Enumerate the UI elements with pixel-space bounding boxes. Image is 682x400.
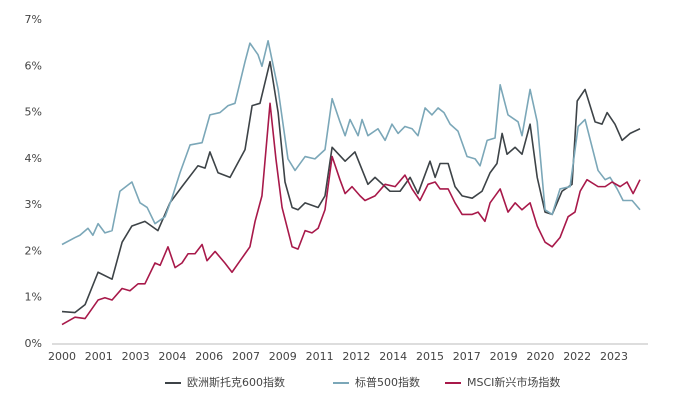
y-tick-label: 0% bbox=[25, 337, 42, 350]
y-tick-label: 1% bbox=[25, 291, 42, 304]
x-tick-label: 2012 bbox=[342, 350, 370, 363]
x-tick-label: 2011 bbox=[306, 350, 334, 363]
x-tick-label: 2007 bbox=[232, 350, 260, 363]
legend-label: MSCI新兴市场指数 bbox=[467, 375, 560, 389]
series-line bbox=[61, 60, 641, 314]
x-tick-label: 2001 bbox=[85, 350, 113, 363]
x-tick-label: 2023 bbox=[600, 350, 628, 363]
series-line bbox=[61, 40, 641, 246]
x-tick-label: 2014 bbox=[379, 350, 407, 363]
series-line bbox=[61, 102, 641, 326]
x-tick-label: 2003 bbox=[122, 350, 150, 363]
x-tick-label: 2017 bbox=[453, 350, 481, 363]
y-tick-label: 4% bbox=[25, 152, 42, 165]
y-tick-label: 6% bbox=[25, 59, 42, 72]
x-tick-label: 2019 bbox=[490, 350, 518, 363]
x-tick-label: 2009 bbox=[269, 350, 297, 363]
y-tick-label: 3% bbox=[25, 198, 42, 211]
x-tick-label: 2000 bbox=[48, 350, 76, 363]
x-tick-label: 2022 bbox=[563, 350, 591, 363]
x-tick-label: 2020 bbox=[526, 350, 554, 363]
x-tick-label: 2004 bbox=[158, 350, 186, 363]
legend-label: 欧洲斯托克600指数 bbox=[187, 375, 285, 389]
x-tick-label: 2006 bbox=[195, 350, 223, 363]
legend-label: 标普500指数 bbox=[355, 375, 420, 389]
y-tick-label: 2% bbox=[25, 244, 42, 257]
y-tick-label: 5% bbox=[25, 106, 42, 119]
x-tick-label: 2015 bbox=[416, 350, 444, 363]
y-tick-label: 7% bbox=[25, 13, 42, 26]
